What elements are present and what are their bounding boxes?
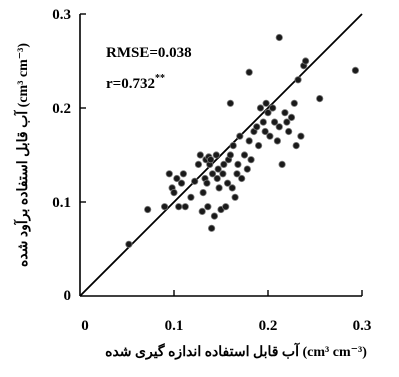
data-point — [269, 104, 277, 112]
data-point — [255, 142, 263, 150]
data-point — [264, 109, 272, 117]
data-point — [273, 137, 281, 145]
r-annotation-value: r=0.732 — [106, 76, 155, 92]
data-point — [144, 205, 152, 214]
data-point — [236, 132, 244, 140]
tick-labels: 0 0.1 0.2 0.3 0 0.1 0.2 0.3 — [52, 7, 371, 334]
data-point — [175, 203, 183, 211]
data-point — [222, 203, 230, 211]
data-point — [243, 165, 251, 173]
data-point — [253, 123, 261, 131]
data-point — [219, 170, 227, 178]
y-tick-label: 0.3 — [52, 7, 71, 23]
data-point — [245, 68, 253, 76]
data-point — [294, 76, 302, 84]
data-point — [270, 118, 279, 126]
y-tick-label: 0.1 — [52, 195, 71, 211]
data-point — [245, 137, 253, 145]
reference-line-1to1 — [79, 13, 363, 297]
y-tick-label: 0.2 — [52, 101, 71, 117]
data-point — [196, 151, 204, 159]
y-axis-label-text: آب قابل استفاده برآود شده (cm³ cm⁻³) — [13, 43, 31, 267]
data-points — [125, 33, 360, 248]
data-point — [231, 193, 239, 201]
data-point — [213, 174, 221, 183]
data-point — [223, 179, 232, 187]
x-tick-label: 0.3 — [353, 318, 372, 334]
axes — [79, 14, 362, 297]
data-point — [275, 33, 283, 42]
data-point — [170, 189, 178, 197]
data-point — [351, 66, 360, 75]
x-axis-label-text: آب قابل استفاده اندازه گیری شده (cm³ cm⁻… — [105, 342, 367, 360]
data-point — [240, 151, 249, 159]
data-point — [283, 118, 291, 126]
data-point — [238, 174, 246, 183]
data-point — [287, 113, 296, 122]
data-point — [301, 57, 310, 65]
x-tick-label: 0.2 — [259, 318, 278, 334]
data-point — [161, 203, 169, 211]
data-point — [125, 240, 133, 248]
data-point — [212, 151, 220, 159]
ticks — [80, 13, 363, 296]
data-point — [234, 160, 242, 168]
data-point — [262, 99, 270, 107]
y-tick-label: 0 — [64, 288, 72, 304]
data-point — [210, 212, 219, 220]
data-point — [316, 95, 324, 103]
data-point — [165, 170, 173, 178]
data-point — [261, 127, 269, 136]
data-point — [177, 179, 186, 187]
data-point — [187, 193, 195, 201]
x-tick-label: 0.1 — [165, 318, 184, 334]
data-point — [226, 99, 234, 107]
data-point — [220, 160, 228, 168]
x-axis-label: آب قابل استفاده اندازه گیری شده (cm³ cm⁻… — [105, 342, 367, 360]
rmse-annotation: RMSE=0.038 — [106, 45, 192, 61]
data-point — [278, 160, 286, 168]
data-point — [181, 203, 189, 211]
data-point — [275, 123, 283, 131]
data-point — [229, 142, 237, 150]
r-annotation-significance: ** — [155, 73, 165, 84]
data-point — [290, 99, 298, 107]
data-point — [215, 184, 223, 192]
data-point — [208, 224, 216, 232]
data-point — [203, 179, 211, 187]
data-point — [233, 170, 241, 178]
data-point — [194, 160, 203, 168]
data-point — [214, 165, 222, 173]
data-point — [292, 142, 300, 150]
data-point — [191, 177, 199, 185]
data-point — [285, 127, 293, 136]
data-point — [266, 132, 274, 140]
x-tick-label: 0 — [81, 318, 89, 334]
data-point — [247, 156, 255, 164]
data-point — [228, 184, 236, 192]
data-point — [256, 104, 265, 112]
y-axis-label: آب قابل استفاده برآود شده (cm³ cm⁻³) — [13, 43, 31, 267]
data-point — [179, 170, 187, 178]
data-point — [173, 174, 181, 183]
r-annotation: r=0.732** — [106, 73, 165, 92]
data-point — [199, 189, 207, 197]
data-point — [297, 132, 305, 140]
data-point — [204, 203, 212, 211]
data-point — [226, 151, 234, 159]
data-point — [281, 109, 289, 117]
data-point — [259, 118, 267, 126]
data-point — [198, 207, 206, 215]
data-point — [207, 156, 215, 164]
data-point — [208, 170, 217, 178]
